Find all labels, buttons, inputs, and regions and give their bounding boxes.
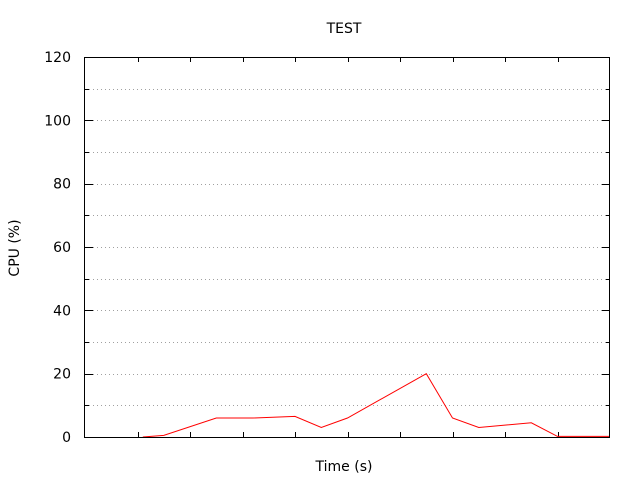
y-tick-labels: 0 20 40 60 80 100 120	[44, 50, 71, 446]
y-tick-label-120: 120	[44, 50, 71, 66]
y-tick-label-0: 0	[62, 430, 71, 446]
axis-ticks	[85, 57, 610, 438]
y-axis-label: CPU (%)	[7, 219, 23, 276]
x-axis-label: Time (s)	[315, 459, 373, 475]
y-tick-label-100: 100	[44, 113, 71, 129]
y-tick-label-20: 20	[53, 367, 71, 383]
series-line-0	[142, 373, 610, 438]
series-layer	[142, 373, 610, 438]
y-tick-label-80: 80	[53, 177, 71, 193]
grid-lines	[85, 89, 610, 406]
y-tick-label-40: 40	[53, 303, 71, 319]
chart-title: TEST	[326, 21, 362, 37]
y-tick-label-60: 60	[53, 240, 71, 256]
plot-frame	[84, 57, 610, 438]
